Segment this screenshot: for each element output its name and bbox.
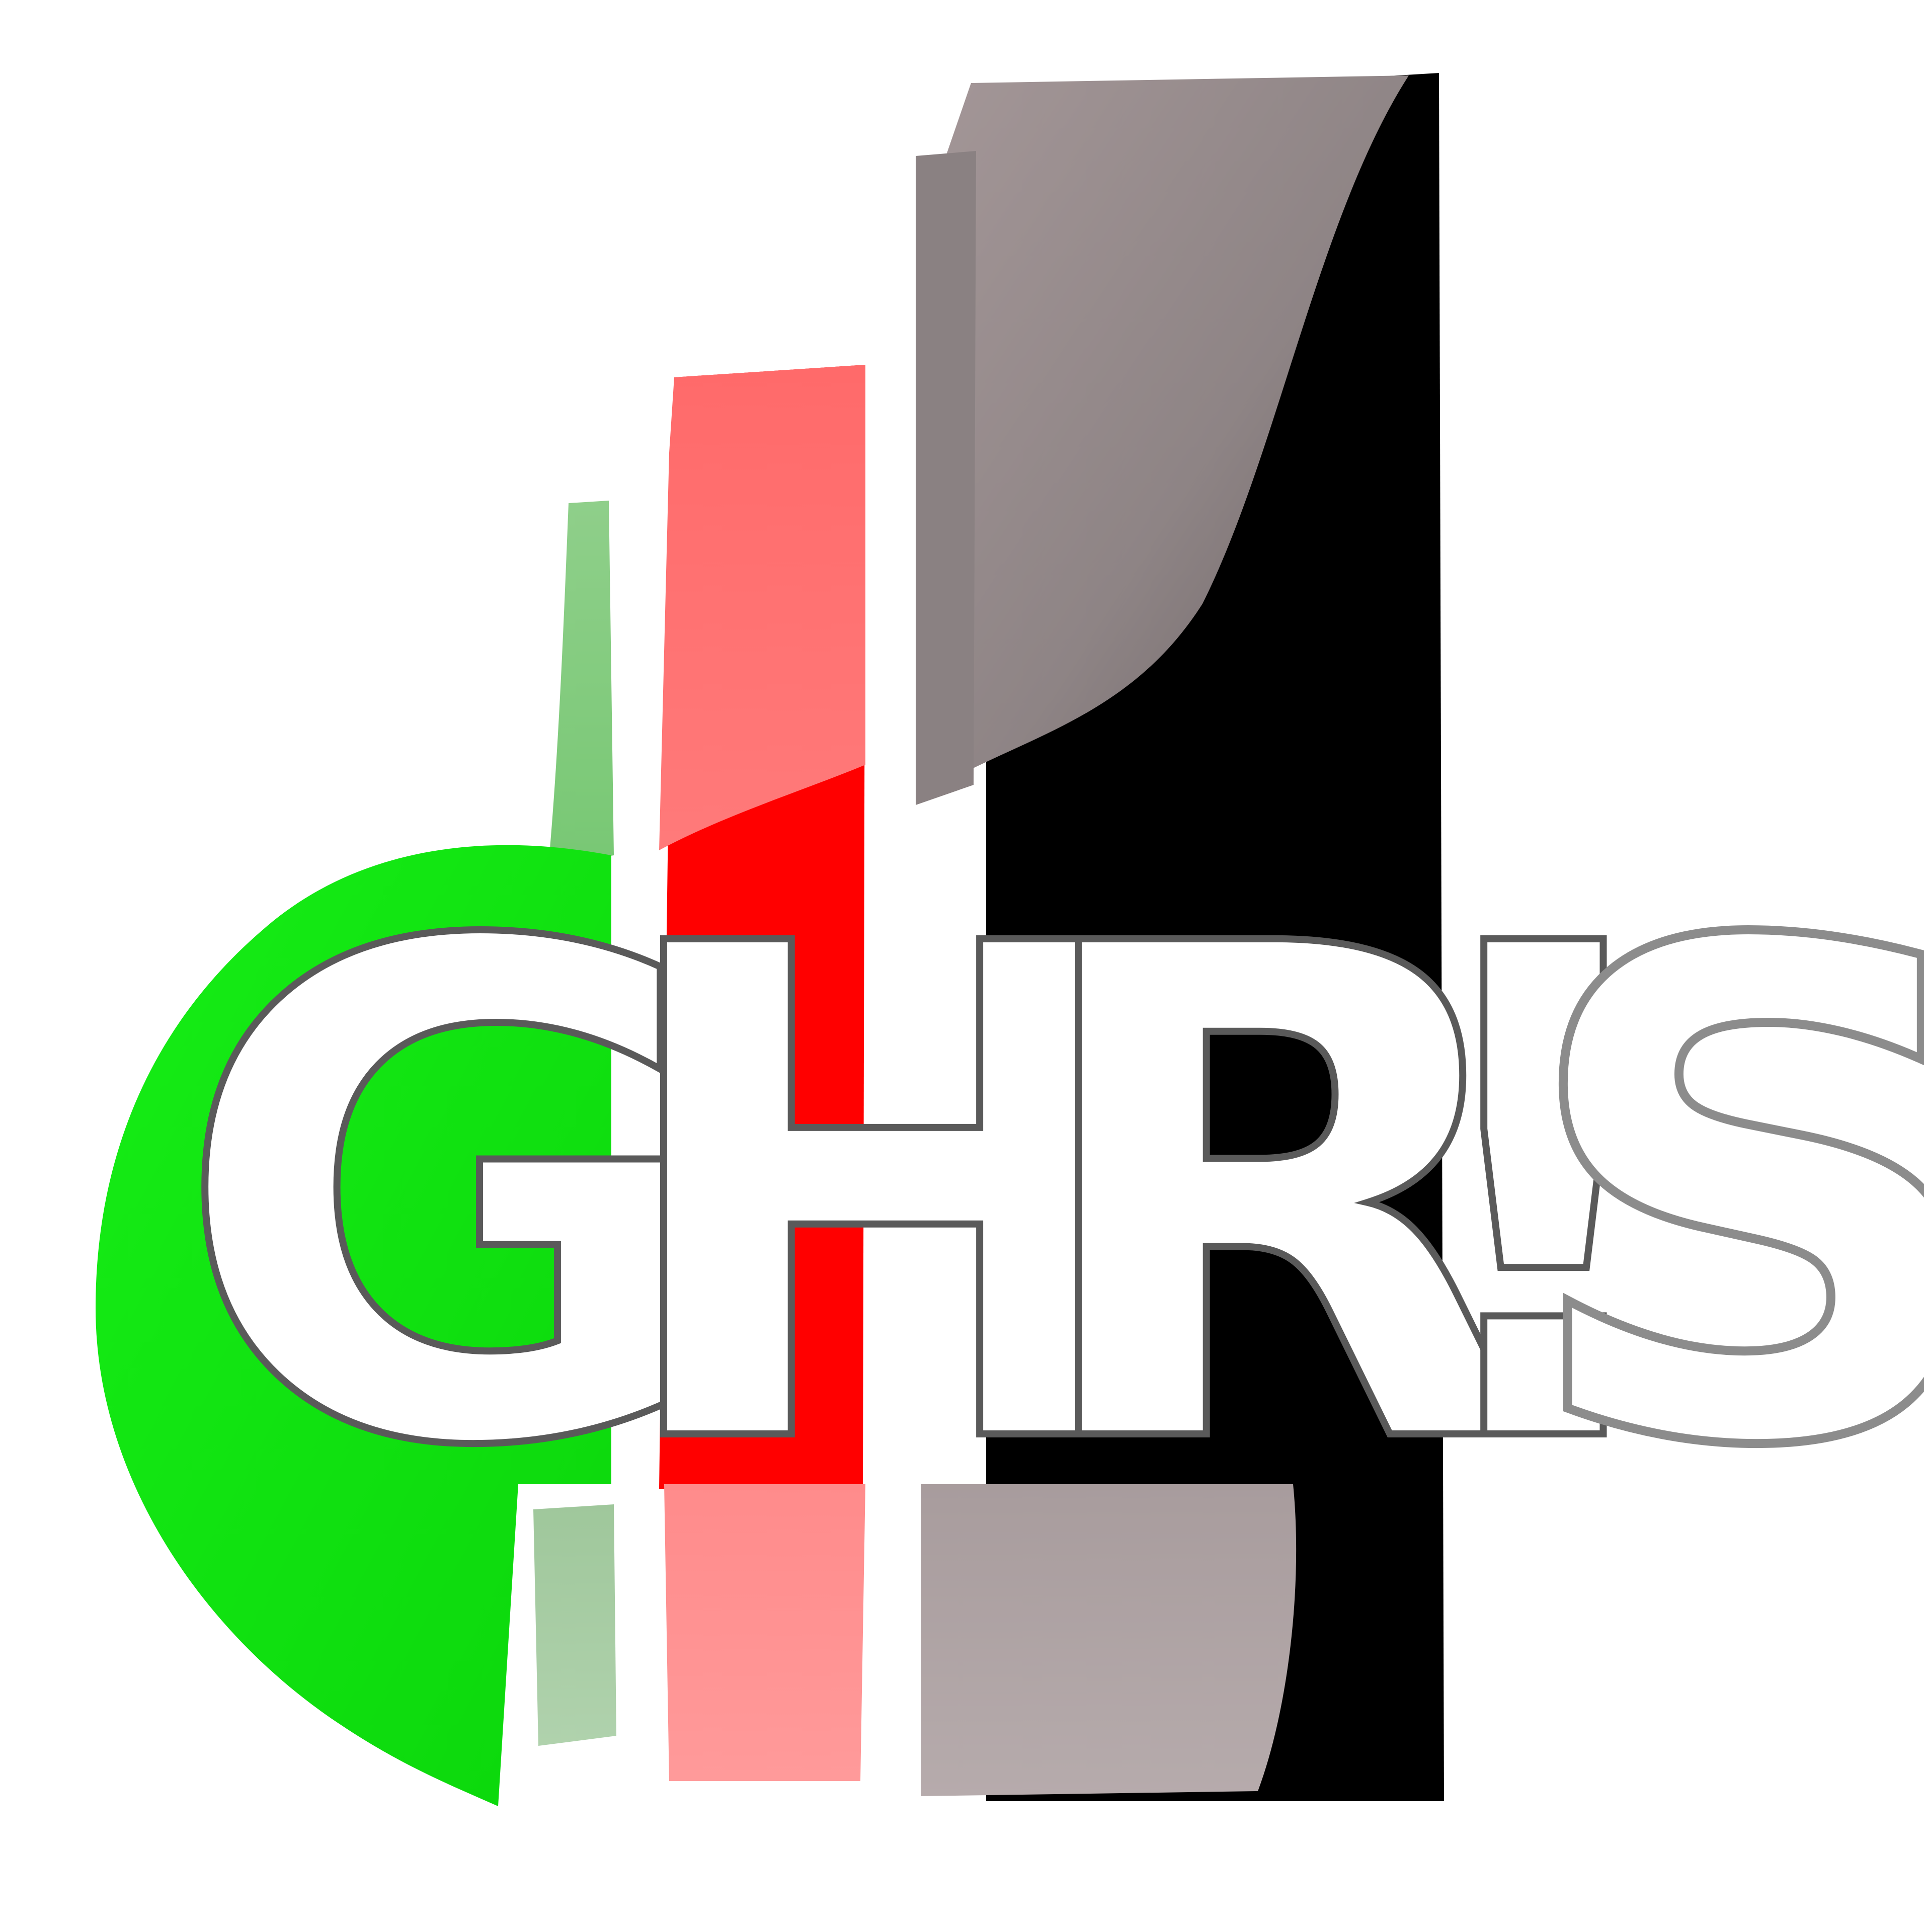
wordmark: G H R ! S: [168, 799, 1924, 1599]
red-reflection: [664, 1484, 865, 1781]
letter-h: H: [601, 804, 1170, 1594]
gray-bar-highlight: [941, 75, 1409, 785]
green-bar-thin: [548, 501, 614, 865]
letter-g: G: [171, 804, 729, 1594]
red-bar-highlight: [659, 365, 865, 850]
green-reflection: [533, 1504, 616, 1746]
gray-bar-left-strip: [916, 151, 976, 805]
gray-reflection: [921, 1484, 1297, 1796]
letter-s: S: [1514, 804, 1924, 1594]
letter-r: R: [1016, 804, 1540, 1594]
letter-exclamation: !: [1389, 804, 1699, 1594]
green-leaf: [96, 845, 611, 1806]
